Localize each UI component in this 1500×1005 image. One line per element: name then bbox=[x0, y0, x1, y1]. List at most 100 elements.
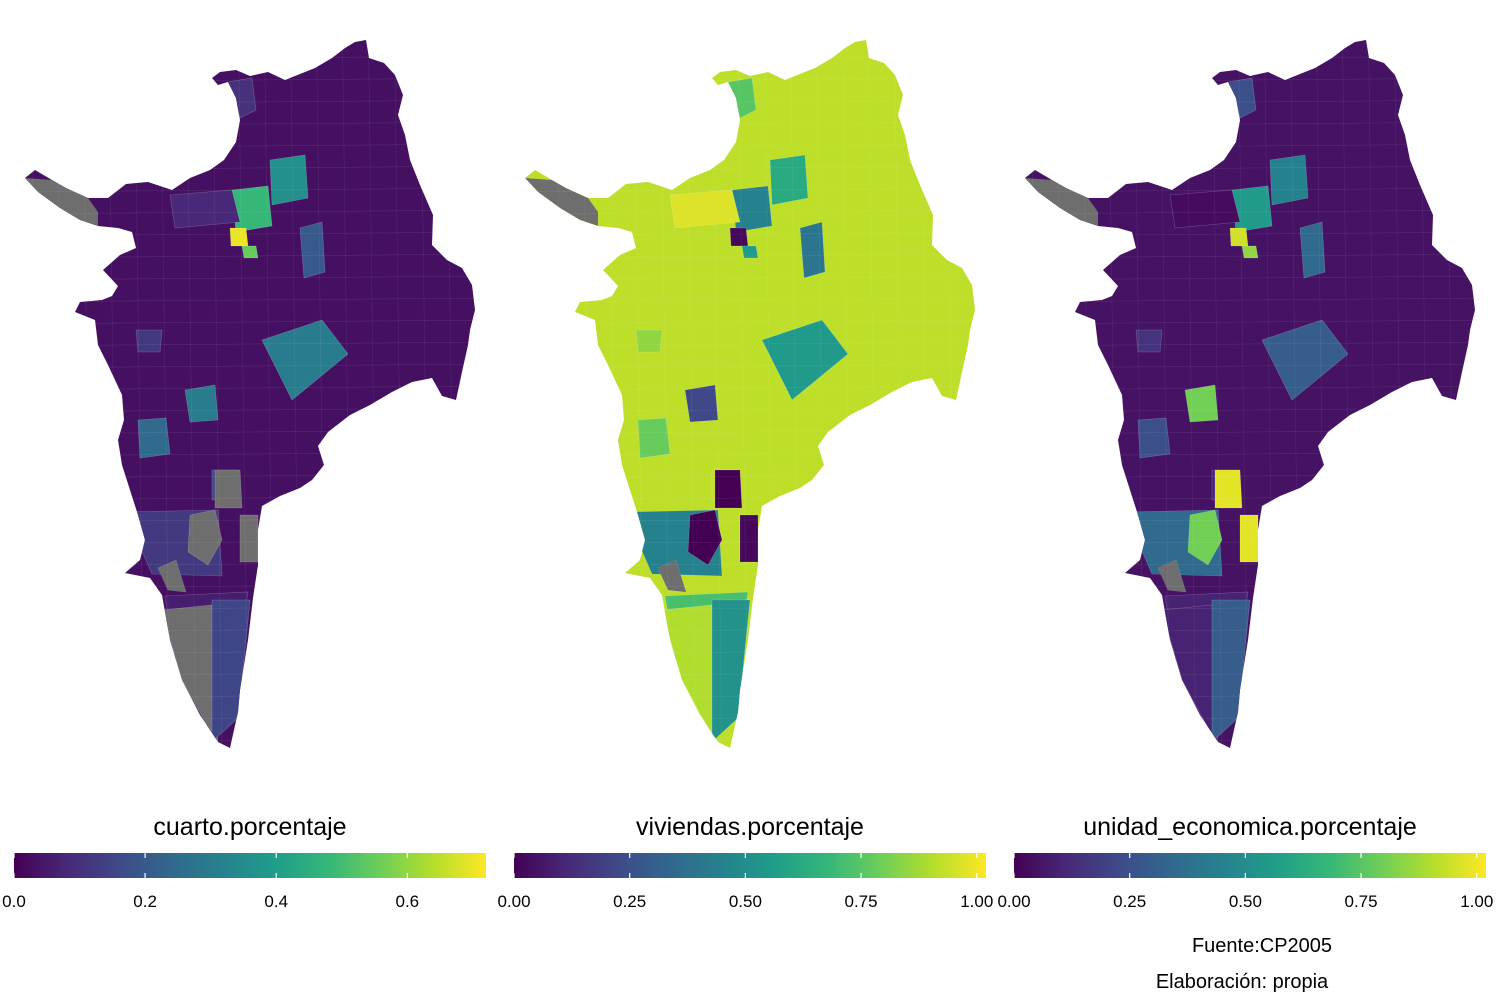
district-region bbox=[269, 154, 309, 206]
district-region bbox=[1137, 417, 1171, 459]
district-region bbox=[184, 384, 219, 423]
map-panel-cuarto bbox=[25, 40, 475, 748]
district-region bbox=[214, 469, 243, 509]
district-region bbox=[231, 185, 273, 233]
tick-label: 0.0 bbox=[2, 892, 26, 911]
boundary-line bbox=[555, 40, 567, 748]
district-region bbox=[299, 221, 326, 279]
boundary-line bbox=[1025, 209, 1475, 215]
boundary-line bbox=[525, 209, 975, 215]
boundary-line bbox=[525, 627, 975, 633]
tick-label: 0.00 bbox=[997, 892, 1030, 911]
tick-label: 0.4 bbox=[264, 892, 288, 911]
boundary-line bbox=[525, 671, 975, 677]
district-region bbox=[1229, 227, 1249, 247]
tick-label: 0.50 bbox=[1229, 892, 1262, 911]
district-region bbox=[1187, 509, 1223, 566]
boundary-line bbox=[25, 209, 475, 215]
boundary-line bbox=[55, 40, 67, 748]
district-region bbox=[211, 599, 251, 743]
tick-label: 0.25 bbox=[1113, 892, 1146, 911]
district-region bbox=[637, 417, 671, 459]
map-panel-unidad-economica bbox=[1025, 40, 1475, 748]
tick-label: 0.2 bbox=[133, 892, 157, 911]
district-region bbox=[229, 227, 249, 247]
boundary-line bbox=[581, 40, 593, 748]
tick-label: 0.25 bbox=[613, 892, 646, 911]
colorbar-ticks-viviendas: 0.00 0.25 0.50 0.75 1.00 bbox=[497, 853, 993, 911]
city-outline bbox=[525, 40, 975, 748]
legend-viviendas: viviendas.porcentaje 0.00 0.25 0.50 0.75 1.0… bbox=[497, 813, 993, 911]
boundary-line bbox=[25, 649, 475, 655]
boundary-line bbox=[1025, 693, 1475, 699]
boundary-line bbox=[1025, 627, 1475, 633]
district-region bbox=[1239, 514, 1259, 563]
tick-label: 0.75 bbox=[1345, 892, 1378, 911]
district-region bbox=[1169, 189, 1241, 229]
tick-label: 0.00 bbox=[497, 892, 530, 911]
district-region bbox=[1135, 329, 1163, 353]
tick-label: 0.6 bbox=[396, 892, 420, 911]
district-region bbox=[727, 77, 757, 119]
colorbar-ticks-unidad-economica: 0.00 0.25 0.50 0.75 1.00 bbox=[997, 853, 1493, 911]
district-region bbox=[1161, 604, 1219, 747]
colorbar-ticks-cuarto: 0.0 0.2 0.4 0.6 bbox=[2, 853, 419, 911]
legend-title-unidad-economica: unidad_economica.porcentaje bbox=[1083, 813, 1417, 841]
caption-author: Elaboración: propia bbox=[1156, 971, 1329, 993]
boundary-line bbox=[25, 715, 475, 721]
boundary-line bbox=[1025, 671, 1475, 677]
boundary-line bbox=[525, 737, 975, 743]
legend-title-viviendas: viviendas.porcentaje bbox=[636, 813, 864, 841]
boundary-line bbox=[29, 40, 41, 748]
district-region bbox=[687, 509, 723, 566]
district-region bbox=[741, 245, 759, 259]
boundary-line bbox=[1029, 40, 1041, 748]
district-region bbox=[731, 185, 773, 233]
no-data-region bbox=[1158, 560, 1186, 592]
colorbar-viviendas bbox=[514, 853, 986, 878]
legend-title-cuarto: cuarto.porcentaje bbox=[153, 813, 346, 841]
district-region bbox=[227, 77, 257, 119]
boundary-line bbox=[1237, 40, 1249, 748]
district-region bbox=[684, 384, 719, 423]
district-region bbox=[1227, 77, 1257, 119]
no-data-region bbox=[658, 560, 686, 592]
boundary-line bbox=[1055, 40, 1067, 748]
district-region bbox=[761, 319, 849, 401]
caption-source: Fuente:CP2005 bbox=[1192, 935, 1332, 957]
district-region bbox=[1299, 221, 1326, 279]
boundary-line bbox=[525, 649, 975, 655]
district-region bbox=[711, 599, 751, 743]
district-region bbox=[161, 604, 219, 747]
boundary-line bbox=[25, 55, 475, 61]
district-region bbox=[729, 227, 749, 247]
district-region bbox=[769, 154, 809, 206]
district-region bbox=[239, 514, 259, 563]
boundary-line bbox=[1025, 55, 1475, 61]
district-region bbox=[1269, 154, 1309, 206]
district-region bbox=[714, 469, 743, 509]
city-outline bbox=[25, 40, 475, 748]
district-region bbox=[1241, 245, 1259, 259]
district-region bbox=[261, 319, 349, 401]
district-region bbox=[1184, 384, 1219, 423]
boundary-line bbox=[529, 40, 541, 748]
boundary-line bbox=[237, 40, 249, 748]
boundary-line bbox=[1471, 40, 1475, 748]
district-region bbox=[635, 329, 663, 353]
boundary-line bbox=[25, 671, 475, 677]
district-region bbox=[1261, 319, 1349, 401]
no-data-region bbox=[25, 178, 98, 226]
district-region bbox=[1231, 185, 1273, 233]
boundary-line bbox=[471, 40, 475, 748]
district-region bbox=[739, 514, 759, 563]
legend-cuarto: cuarto.porcentaje 0.0 0.2 0.4 0.6 bbox=[2, 813, 486, 911]
boundary-line bbox=[1025, 715, 1475, 721]
boundary-line bbox=[971, 40, 975, 748]
tick-label: 0.75 bbox=[845, 892, 878, 911]
colorbar-unidad-economica bbox=[1014, 853, 1486, 878]
boundary-line bbox=[1081, 40, 1093, 748]
boundary-line bbox=[25, 693, 475, 699]
city-outline bbox=[1025, 40, 1475, 748]
